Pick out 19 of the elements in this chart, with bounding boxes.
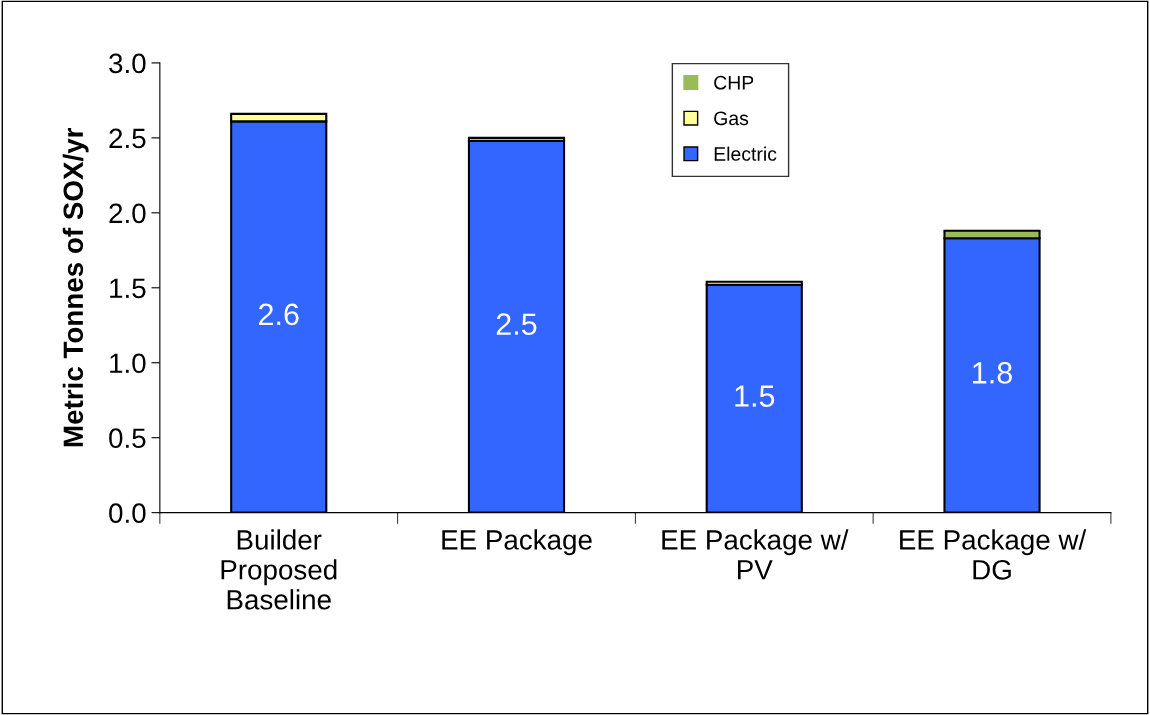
legend-label: CHP: [714, 75, 754, 90]
x-tick-label: EE Package w/ PV: [662, 529, 849, 580]
data-label: 2.6: [259, 303, 299, 326]
text: 1.5: [110, 278, 146, 299]
text: 2.0: [109, 203, 146, 224]
text: 3.0: [109, 53, 146, 74]
data-label: 1.8: [973, 362, 1012, 384]
data-label: 1.5: [735, 385, 775, 407]
y-axis-title: Metric Tonnes of SOX/yr: [62, 127, 89, 447]
text: 2.5: [109, 128, 146, 149]
x-tick-label: EE Package w/ DG: [900, 529, 1087, 580]
text: 1.0: [110, 353, 146, 374]
x-tick-label: Builder Proposed Baseline: [221, 529, 337, 610]
x-tick-label: EE Package: [442, 529, 592, 556]
data-label: 2.5: [496, 313, 537, 335]
legend-label: Electric: [714, 146, 777, 161]
legend-label: Gas: [714, 111, 749, 126]
text: 0.5: [109, 428, 146, 449]
text: 0.0: [109, 503, 146, 523]
